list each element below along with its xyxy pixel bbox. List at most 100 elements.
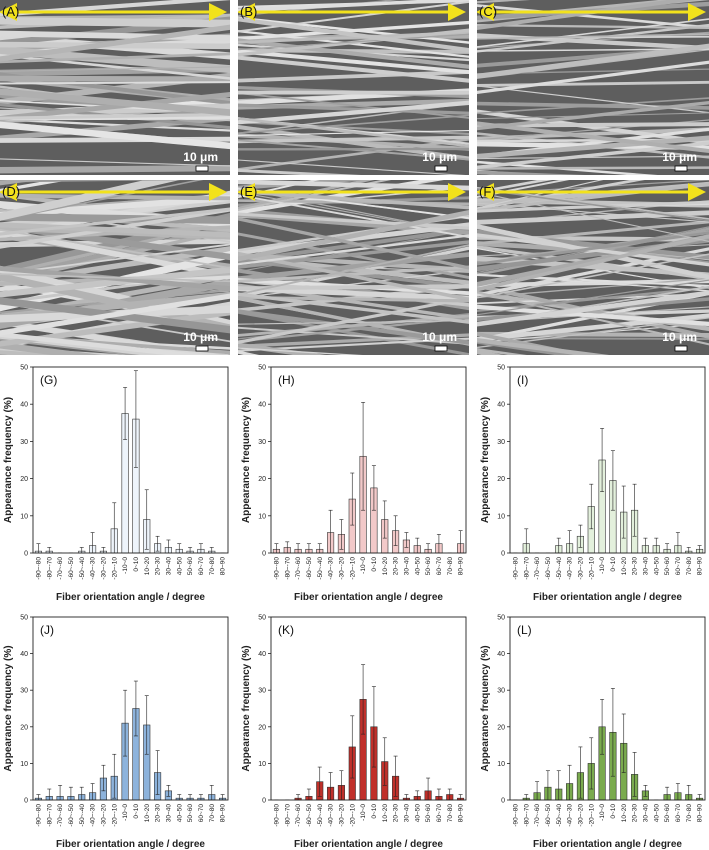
error-bar (79, 547, 84, 553)
error-bar (155, 750, 160, 795)
panel-label: (D) (2, 184, 20, 199)
chart: -90~-80 -80~-70 -70~-60 -60~-50 -50~-40 -40~-… (480, 365, 706, 603)
x-axis-label: Fiber orientation angle / degree (294, 839, 443, 850)
x-tick-label: -50~-40 (556, 557, 563, 580)
error-bar (686, 785, 691, 800)
error-bar (578, 524, 583, 548)
error-bar (436, 534, 441, 553)
panel-label: (J) (40, 623, 54, 637)
chart: -90~-80 -80~-70 -70~-60 -60~-50 -50~-40 -40~-… (3, 365, 229, 603)
x-tick-label: -20~-10 (349, 804, 356, 827)
y-axis-label: Appearance frequency (%) (241, 397, 252, 523)
x-tick-label: -90~-80 (273, 804, 280, 827)
x-axis-label: Fiber orientation angle / degree (533, 592, 682, 603)
error-bar (90, 783, 95, 800)
x-tick-label: 0~10 (610, 557, 617, 572)
x-tick-label: 0~10 (371, 804, 378, 819)
x-tick-label: 50~60 (425, 557, 432, 576)
x-tick-label: 60~70 (675, 557, 682, 576)
error-bar (632, 483, 637, 537)
y-tick-label: 10 (497, 513, 505, 520)
x-axis-label: Fiber orientation angle / degree (56, 839, 205, 850)
error-bar (643, 785, 648, 797)
x-tick-label: 80~90 (458, 804, 465, 823)
x-tick-label: 50~60 (425, 804, 432, 823)
sem-image (238, 0, 469, 175)
x-tick-label: 40~50 (176, 804, 183, 823)
error-bar (47, 788, 52, 800)
y-tick-label: 40 (497, 402, 505, 409)
y-tick-label: 0 (501, 551, 505, 558)
y-tick-label: 50 (20, 365, 28, 372)
error-bar (556, 537, 561, 553)
error-bar (58, 785, 63, 800)
y-tick-label: 50 (20, 615, 28, 622)
x-tick-label: -50~-40 (556, 804, 563, 827)
x-tick-label: 20~30 (155, 804, 162, 823)
error-bar (567, 530, 572, 553)
x-tick-label: 80~90 (697, 557, 704, 576)
chart: -90~-80 -80~-70 -70~-60 -60~-50 -50~-40 -40~-… (241, 365, 467, 603)
x-tick-label: 50~60 (187, 557, 194, 576)
x-tick-label: 40~50 (176, 557, 183, 576)
error-bar (697, 545, 702, 553)
x-tick-label: 10~20 (382, 804, 389, 823)
x-tick-label: -80~-70 (46, 804, 53, 827)
error-bar (610, 450, 615, 511)
x-tick-label: -40~-30 (90, 557, 97, 580)
chart: -90~-80 -80~-70 -70~-60 -60~-50 -50~-40 -40~-… (480, 615, 706, 850)
x-tick-label: -70~-60 (295, 804, 302, 827)
x-tick-label: 40~50 (414, 804, 421, 823)
error-bar (404, 794, 409, 800)
x-tick-label: 50~60 (664, 804, 671, 823)
panel-label: (E) (240, 184, 257, 199)
scale-label: 10 μm (422, 330, 457, 344)
x-tick-label: 50~60 (664, 557, 671, 576)
y-tick-label: 50 (258, 365, 266, 372)
scale-bar (674, 165, 688, 172)
error-bar (578, 746, 583, 799)
y-tick-label: 10 (258, 513, 266, 520)
scale-bar (674, 345, 688, 352)
error-bar (166, 539, 171, 553)
plot-frame (32, 616, 229, 801)
sem-image (238, 180, 469, 355)
y-tick-label: 30 (258, 439, 266, 446)
plot-frame (509, 366, 706, 554)
y-tick-label: 50 (258, 615, 266, 622)
x-tick-label: 10~20 (144, 804, 151, 823)
x-tick-label: 70~80 (447, 804, 454, 823)
x-tick-label: -40~-30 (567, 804, 574, 827)
error-bar (188, 547, 193, 553)
error-bar (545, 770, 550, 800)
error-bar (112, 753, 117, 799)
x-tick-label: -90~-80 (273, 557, 280, 580)
y-tick-label: 0 (501, 798, 505, 805)
sem-image (0, 0, 230, 175)
x-tick-label: 20~30 (393, 804, 400, 823)
y-tick-label: 50 (497, 365, 505, 372)
x-tick-label: -80~-70 (284, 804, 291, 827)
x-axis-label: Fiber orientation angle / degree (56, 592, 205, 603)
y-tick-label: 50 (497, 615, 505, 622)
x-tick-label: -30~-20 (577, 804, 584, 827)
error-bar (361, 402, 366, 511)
x-tick-label: 30~40 (403, 804, 410, 823)
error-bar (123, 689, 128, 757)
panel-label: (F) (479, 184, 496, 199)
x-tick-label: -80~-70 (523, 557, 530, 580)
scale-bar (195, 165, 209, 172)
error-bar (589, 483, 594, 530)
x-tick-label: 60~70 (675, 804, 682, 823)
y-tick-label: 20 (497, 476, 505, 483)
error-bar (697, 794, 702, 800)
error-bar (393, 755, 398, 797)
x-tick-label: -40~-30 (328, 804, 335, 827)
x-tick-label: -40~-30 (328, 557, 335, 580)
error-bar (68, 786, 73, 800)
x-tick-label: -80~-70 (284, 557, 291, 580)
x-tick-label: 30~40 (642, 557, 649, 576)
y-axis-label: Appearance frequency (%) (480, 397, 491, 523)
x-tick-label: 0~10 (133, 557, 140, 572)
x-tick-label: 30~40 (642, 804, 649, 823)
